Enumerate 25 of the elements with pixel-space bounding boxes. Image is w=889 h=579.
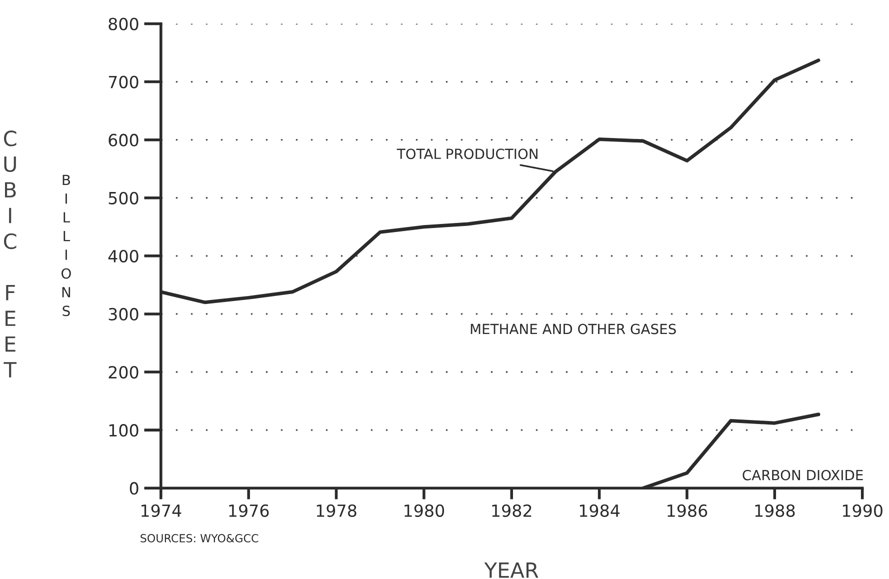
x-axis-title: YEAR [484, 562, 538, 578]
x-tick-label: 1980 [404, 504, 444, 517]
y-tick-label: 500 [108, 192, 138, 204]
series-label: TOTAL PRODUCTION [396, 148, 538, 160]
text: BILLIONS [62, 174, 71, 316]
text: CARBON DIOXIDE [742, 470, 863, 480]
x-tick-label: 1990 [842, 504, 882, 517]
x-tick-label: 1982 [492, 504, 532, 517]
x-tick-label: 1978 [316, 504, 356, 517]
text: CUBIC FEET [4, 130, 17, 378]
x-tick-label: 1974 [142, 504, 182, 517]
x-tick-label: 1986 [668, 504, 708, 517]
x-tick-label: 1988 [755, 504, 795, 517]
x-tick-label: 1984 [580, 504, 620, 517]
y-tick-label: 800 [108, 18, 138, 30]
y-tick-label: 0 [130, 482, 138, 495]
y-tick-label: 200 [108, 366, 138, 379]
annotation: METHANE AND OTHER GASES [470, 324, 676, 334]
source-note: SOURCES: WYO&GCC [140, 534, 258, 542]
y-tick-label: 600 [108, 134, 138, 146]
x-tick-label: 1976 [229, 504, 269, 517]
y-tick-label: 400 [108, 250, 138, 262]
y-tick-label: 100 [109, 424, 138, 437]
y-tick-label: 700 [108, 76, 138, 88]
y-tick-label: 300 [108, 308, 138, 321]
